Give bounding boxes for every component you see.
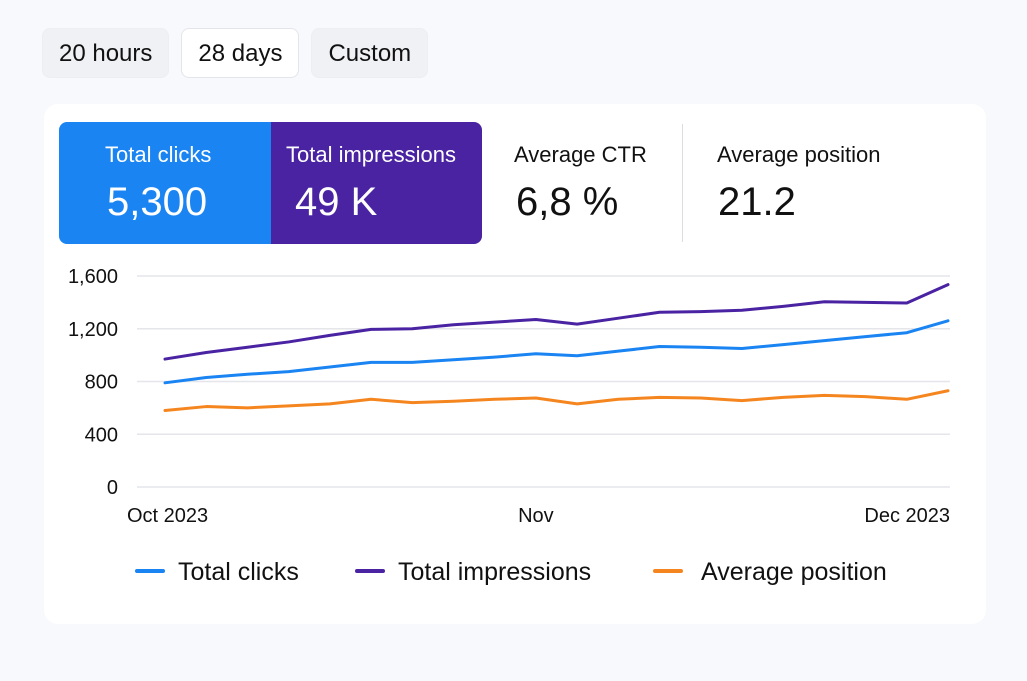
average-position-label: Average position <box>717 142 881 167</box>
metrics-row: Total clicks 5,300 Total impressions 49 … <box>59 122 959 244</box>
total-impressions-tile[interactable]: Total impressions 49 K <box>271 122 482 244</box>
legend-label-impressions: Total impressions <box>398 558 591 586</box>
series-line-impressions <box>163 283 950 361</box>
y-tick-label: 1,200 <box>68 319 118 341</box>
range-custom-button[interactable]: Custom <box>311 28 429 78</box>
legend-label-clicks: Total clicks <box>178 558 299 586</box>
total-clicks-tile[interactable]: Total clicks 5,300 <box>59 122 271 244</box>
y-tick-label: 0 <box>107 477 118 499</box>
total-clicks-value: 5,300 <box>107 180 208 224</box>
range-28-days-button[interactable]: 28 days <box>181 28 300 78</box>
average-ctr-value: 6,8 % <box>516 180 619 224</box>
x-tick-label: Oct 2023 <box>127 505 208 527</box>
y-tick-label: 1,600 <box>68 266 118 288</box>
average-position-tile[interactable]: Average position 21.2 <box>683 122 959 244</box>
series-line-clicks <box>163 319 950 385</box>
total-impressions-label: Total impressions <box>286 142 456 167</box>
performance-card: Total clicks 5,300 Total impressions 49 … <box>44 104 986 624</box>
average-position-value: 21.2 <box>718 180 796 224</box>
y-tick-label: 800 <box>85 372 118 394</box>
legend-label-position: Average position <box>701 558 887 586</box>
time-range-selector: 20 hours 28 days Custom <box>42 28 429 78</box>
average-ctr-label: Average CTR <box>514 142 647 167</box>
range-20-hours-button[interactable]: 20 hours <box>42 28 170 78</box>
total-clicks-label: Total clicks <box>105 142 212 167</box>
total-impressions-value: 49 K <box>295 180 378 224</box>
y-tick-label: 400 <box>85 424 118 446</box>
metrics-divider <box>682 124 683 242</box>
average-ctr-tile[interactable]: Average CTR 6,8 % <box>482 122 682 244</box>
series-line-position <box>163 389 950 413</box>
x-tick-label: Dec 2023 <box>864 505 950 527</box>
x-tick-label: Nov <box>518 505 554 527</box>
